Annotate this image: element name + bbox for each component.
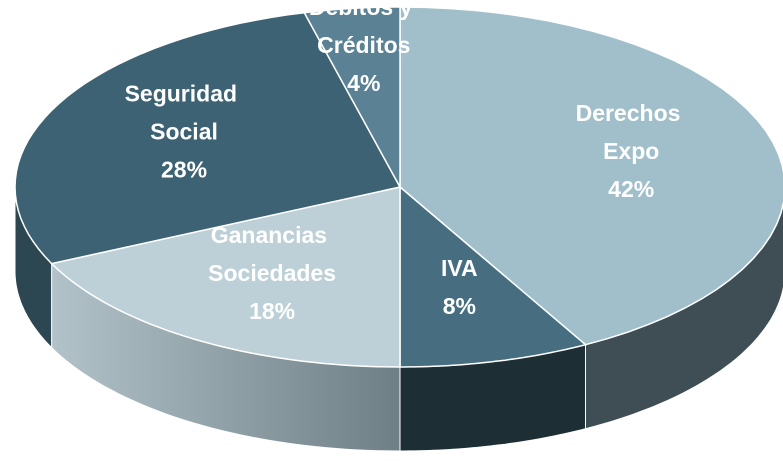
value-label: 28%	[161, 156, 207, 182]
value-label: 18%	[249, 298, 295, 324]
value-label: 42%	[608, 176, 654, 202]
slice	[14, 11, 402, 265]
slice	[399, 185, 588, 368]
category-label: Débitos y Créditos	[309, 0, 419, 58]
category-label: Seguridad Social	[125, 80, 244, 144]
value-label: 4%	[347, 70, 380, 96]
value-label: 8%	[443, 293, 476, 319]
slice	[50, 186, 401, 368]
slice	[303, 6, 401, 188]
slice	[399, 6, 783, 346]
category-label: Ganancias Sociedades	[208, 222, 336, 286]
category-label: Derechos Expo	[576, 100, 687, 164]
category-label: IVA	[441, 255, 478, 281]
